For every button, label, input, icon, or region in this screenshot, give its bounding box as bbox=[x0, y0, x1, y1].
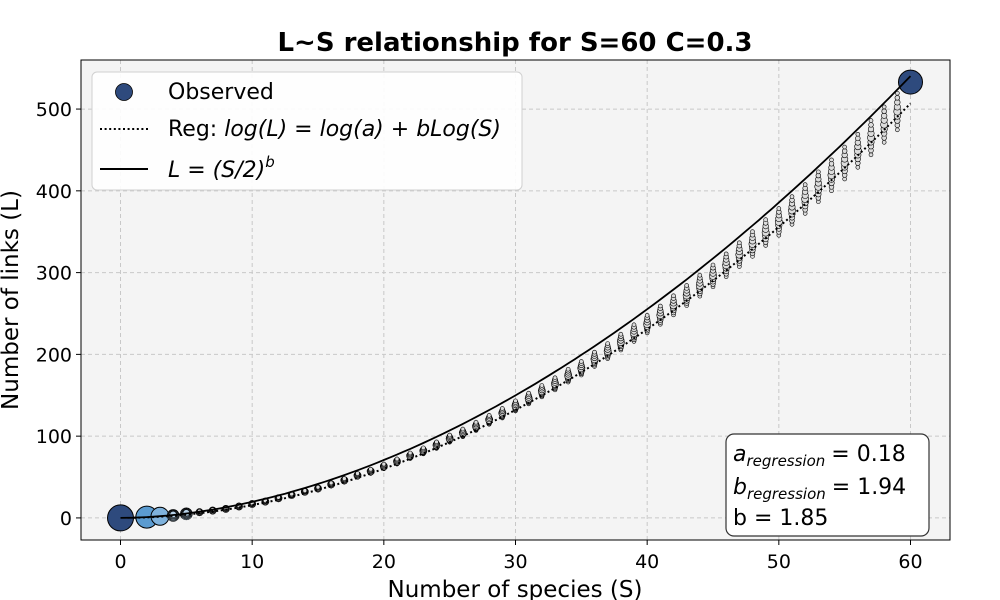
observed-point bbox=[526, 390, 531, 396]
power-law-line bbox=[120, 75, 912, 519]
x-tick-label: 40 bbox=[635, 551, 659, 573]
observed-point bbox=[855, 135, 861, 142]
y-tick-label: 200 bbox=[36, 344, 72, 366]
observed-point bbox=[631, 322, 637, 328]
y-tick-label: 400 bbox=[36, 181, 72, 203]
x-tick-label: 0 bbox=[114, 551, 126, 573]
observed-point bbox=[473, 419, 479, 425]
x-tick-label: 60 bbox=[898, 551, 922, 573]
observed-point bbox=[841, 148, 848, 154]
observed-point bbox=[789, 194, 795, 199]
a-regression-text: aregression = 0.18 bbox=[733, 442, 906, 470]
y-tick-label: 100 bbox=[36, 426, 72, 448]
observed-point bbox=[605, 341, 610, 346]
observed-point bbox=[618, 331, 624, 337]
observed-point bbox=[898, 69, 923, 95]
observed-point bbox=[829, 157, 834, 163]
observed-point bbox=[342, 476, 347, 481]
legend-power-exp: b bbox=[265, 153, 275, 171]
stats-box: aregression = 0.18 bregression = 1.94 b = … bbox=[725, 433, 930, 537]
x-tick-label: 50 bbox=[767, 551, 791, 573]
observed-point bbox=[421, 445, 426, 451]
observed-point bbox=[447, 432, 452, 438]
observed-point bbox=[539, 383, 545, 388]
observed-point bbox=[723, 251, 729, 257]
observed-point bbox=[868, 152, 874, 158]
observed-point bbox=[868, 118, 874, 123]
observed-point bbox=[697, 272, 703, 278]
b-text: b = 1.85 bbox=[733, 506, 828, 531]
legend-reg-label: Reg: log(L) = log(a) + bLog(S) bbox=[168, 117, 501, 142]
observed-point bbox=[855, 165, 861, 170]
observed-point bbox=[763, 217, 768, 222]
chart-title: L~S relationship for S=60 C=0.3 bbox=[277, 28, 752, 58]
observed-point bbox=[881, 140, 887, 145]
observed-point bbox=[710, 262, 716, 268]
legend-reg-formula: log(L) = log(a) + bLog(S) bbox=[224, 117, 501, 142]
observed-point bbox=[842, 144, 847, 150]
observed-point bbox=[802, 182, 808, 187]
fit-lines bbox=[120, 75, 912, 519]
observed-point bbox=[368, 466, 373, 472]
observed-point bbox=[500, 406, 505, 411]
y-tick-label: 300 bbox=[36, 263, 72, 285]
observed-point bbox=[434, 439, 439, 445]
legend-observed-label: Observed bbox=[168, 80, 274, 105]
legend-observed-marker bbox=[115, 83, 133, 101]
x-axis-label: Number of species (S) bbox=[388, 577, 643, 600]
observed-point bbox=[671, 293, 676, 299]
observed-point bbox=[460, 426, 466, 432]
observed-point bbox=[895, 127, 900, 133]
stats-box-frame bbox=[725, 433, 930, 537]
observed-point bbox=[881, 104, 887, 110]
observed-point bbox=[855, 131, 861, 137]
observed-point bbox=[315, 484, 321, 490]
observed-point bbox=[579, 359, 584, 364]
observed-point bbox=[658, 303, 663, 309]
legend-box bbox=[91, 71, 523, 191]
legend-power-base: L = (S/2) bbox=[168, 158, 265, 183]
observed-point bbox=[552, 375, 558, 381]
y-tick-label: 0 bbox=[60, 508, 72, 530]
x-tick-label: 10 bbox=[240, 551, 264, 573]
observed-point bbox=[381, 461, 387, 467]
observed-point bbox=[737, 240, 742, 246]
observed-point bbox=[565, 366, 571, 372]
observed-point bbox=[895, 90, 900, 96]
observed-point bbox=[894, 95, 901, 101]
legend: Observed Reg: log(L) = log(a) + bLog(S) … bbox=[91, 71, 523, 191]
legend-power-label: L = (S/2)b bbox=[168, 153, 275, 183]
observed-point bbox=[644, 313, 650, 318]
b-regression-text: bregression = 1.94 bbox=[733, 475, 906, 503]
observed-point bbox=[816, 169, 821, 175]
legend-reg-prefix: Reg: bbox=[168, 117, 224, 142]
observed-point bbox=[881, 108, 887, 115]
y-tick-label: 500 bbox=[36, 99, 72, 121]
observed-point bbox=[394, 456, 400, 462]
x-tick-label: 20 bbox=[372, 551, 396, 573]
regression-line bbox=[133, 102, 912, 519]
observed-point bbox=[355, 471, 360, 476]
observed-point bbox=[513, 398, 518, 404]
observed-point bbox=[486, 413, 492, 418]
observed-point bbox=[868, 122, 874, 128]
tick-labels: 0 10 20 30 40 50 60 0 100 200 300 400 500 bbox=[36, 99, 923, 573]
y-axis-label: Number of links (L) bbox=[0, 190, 24, 410]
x-tick-label: 30 bbox=[503, 551, 527, 573]
observed-point bbox=[592, 349, 597, 355]
observed-point bbox=[328, 480, 334, 486]
observed-point bbox=[684, 283, 689, 288]
observed-point bbox=[407, 450, 413, 456]
observed-point bbox=[776, 206, 782, 211]
observed-point bbox=[750, 229, 755, 234]
